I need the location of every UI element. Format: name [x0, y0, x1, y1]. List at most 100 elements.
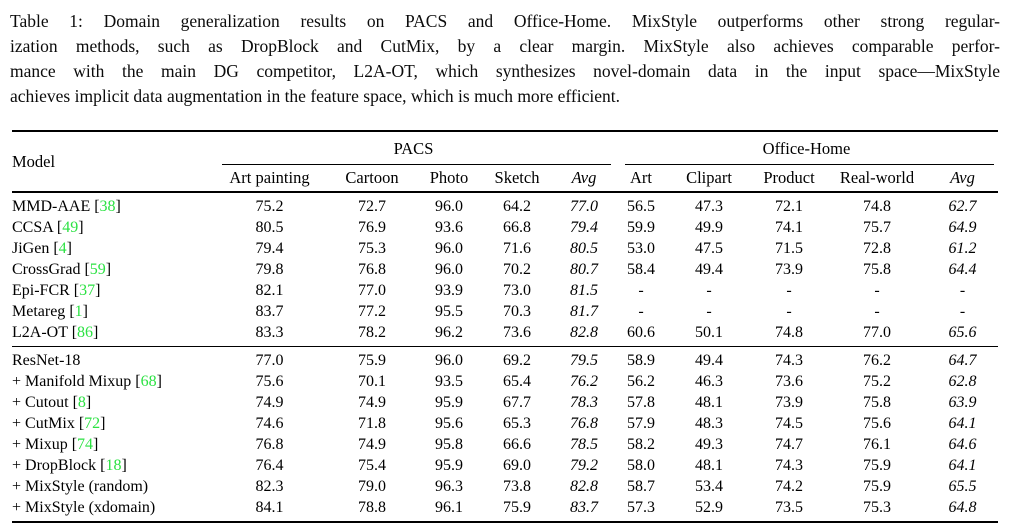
value-cell: 75.9 — [358, 352, 386, 369]
table-row: Metareg [1] 83.7 77.2 95.5 70.3 81.7 - - - - - — [12, 301, 998, 322]
citation-link[interactable]: 86 — [77, 324, 94, 341]
value-cell: 53.4 — [695, 478, 723, 495]
value-cell: 58.4 — [627, 261, 655, 278]
value-cell: 79.4 — [255, 240, 284, 257]
value-cell: 84.1 — [255, 499, 284, 516]
value-cell: 47.5 — [695, 240, 723, 257]
value-cell: 48.1 — [695, 394, 723, 411]
value-cell: 77.2 — [358, 303, 386, 320]
value-cell: 58.2 — [627, 436, 655, 453]
value-cell: 63.9 — [948, 394, 977, 411]
model-cell: JiGen [4] — [12, 238, 212, 259]
citation-link[interactable]: 74 — [77, 436, 94, 453]
value-cell: 93.9 — [435, 282, 463, 299]
value-cell: 93.5 — [435, 373, 463, 390]
value-cell: 58.0 — [627, 457, 655, 474]
value-cell: 73.9 — [775, 261, 803, 278]
value-cell: 64.7 — [948, 352, 977, 369]
value-cell: 73.6 — [775, 373, 803, 390]
caption-line-4: achieves implicit data augmentation in t… — [10, 86, 621, 106]
citation-bracket: [ — [52, 219, 63, 236]
column-header-cartoon: Cartoon — [345, 168, 399, 187]
value-cell: 65.6 — [948, 324, 977, 341]
value-cell: 71.5 — [775, 240, 803, 257]
table-row: + MixStyle (random) 82.3 79.0 96.3 73.8 82.8 5… — [12, 476, 998, 497]
citation-bracket: ] — [100, 415, 106, 432]
citation-link[interactable]: 1 — [74, 303, 83, 320]
value-cell: 93.6 — [435, 219, 463, 236]
value-cell: 71.8 — [358, 415, 386, 432]
citation-bracket: ] — [66, 240, 72, 257]
caption-line-1: Table 1: Domain generalization results o… — [10, 11, 1000, 31]
column-header-art-painting: Art painting — [229, 168, 310, 187]
value-cell: 74.9 — [358, 394, 386, 411]
citation-link[interactable]: 38 — [99, 198, 116, 215]
model-name: + Manifold Mixup — [12, 373, 132, 390]
value-cell: 69.2 — [503, 352, 531, 369]
value-cell: 56.5 — [627, 198, 655, 215]
value-cell: 82.8 — [570, 324, 598, 341]
value-cell: 74.1 — [775, 219, 803, 236]
model-cell: + MixStyle (xdomain) — [12, 497, 212, 522]
citation-link[interactable]: 4 — [58, 240, 67, 257]
value-cell: 74.2 — [775, 478, 803, 495]
value-cell: - — [706, 282, 712, 299]
value-cell: 64.4 — [948, 261, 977, 278]
table-caption: Table 1: Domain generalization results o… — [10, 9, 1000, 109]
value-cell: 74.9 — [358, 436, 386, 453]
model-cell: + Manifold Mixup [68] — [12, 371, 212, 392]
model-cell: Metareg [1] — [12, 301, 212, 322]
citation-link[interactable]: 72 — [84, 415, 101, 432]
value-cell: 82.1 — [255, 282, 284, 299]
model-cell: CrossGrad [59] — [12, 259, 212, 280]
citation-link[interactable]: 37 — [79, 282, 96, 299]
citation-bracket: [ — [68, 394, 78, 411]
value-cell: 75.8 — [863, 394, 891, 411]
header-columns-row: Art painting Cartoon Photo Sketch Avg Art Clip… — [12, 165, 998, 192]
value-cell: 70.1 — [358, 373, 386, 390]
value-cell: 48.1 — [695, 457, 723, 474]
value-cell: 76.9 — [358, 219, 386, 236]
value-cell: 49.4 — [695, 352, 723, 369]
value-cell: 50.1 — [695, 324, 723, 341]
column-header-photo: Photo — [429, 168, 469, 187]
value-cell: 79.2 — [570, 457, 598, 474]
citation-bracket: ] — [82, 303, 88, 320]
model-cell: + CutMix [72] — [12, 413, 212, 434]
model-name: MMD-AAE — [12, 198, 91, 215]
value-cell: - — [786, 303, 792, 320]
value-cell: 76.8 — [358, 261, 386, 278]
model-cell: + MixStyle (random) — [12, 476, 212, 497]
citation-bracket: ] — [78, 219, 84, 236]
table-row: + Mixup [74] 76.8 74.9 95.8 66.6 78.5 58.2 49.3… — [12, 434, 998, 455]
caption-line-2: ization methods, such as DropBlock and C… — [10, 36, 1000, 56]
citation-link[interactable]: 68 — [140, 373, 157, 390]
value-cell: 75.3 — [358, 240, 386, 257]
column-header-real-world: Real-world — [839, 168, 915, 187]
table-header: Model PACS Office-Home Art painting Cartoon P… — [12, 131, 998, 192]
value-cell: 58.9 — [627, 352, 655, 369]
citation-link[interactable]: 18 — [105, 457, 122, 474]
header-group-row: Model PACS Office-Home — [12, 131, 998, 171]
value-cell: - — [959, 303, 966, 320]
value-cell: 96.0 — [435, 352, 463, 369]
model-name: + DropBlock — [12, 457, 97, 474]
value-cell: 96.1 — [435, 499, 463, 516]
value-cell: 74.8 — [775, 324, 803, 341]
value-cell: 95.9 — [435, 394, 463, 411]
value-cell: 96.0 — [435, 261, 463, 278]
block-resnet-variants: ResNet-18 77.0 75.9 96.0 69.2 79.5 58.9 49.4 74.… — [12, 347, 998, 523]
value-cell: 47.3 — [695, 198, 723, 215]
value-cell: 74.3 — [775, 352, 803, 369]
value-cell: 79.8 — [255, 261, 284, 278]
citation-bracket: [ — [74, 415, 85, 432]
model-cell: Epi-FCR [37] — [12, 280, 212, 301]
citation-bracket: [ — [90, 198, 100, 215]
value-cell: 76.8 — [570, 415, 598, 432]
citation-link[interactable]: 8 — [77, 394, 86, 411]
value-cell: 82.3 — [255, 478, 284, 495]
citation-link[interactable]: 49 — [62, 219, 79, 236]
value-cell: 60.6 — [627, 324, 655, 341]
citation-link[interactable]: 59 — [89, 261, 106, 278]
citation-bracket: ] — [156, 373, 162, 390]
